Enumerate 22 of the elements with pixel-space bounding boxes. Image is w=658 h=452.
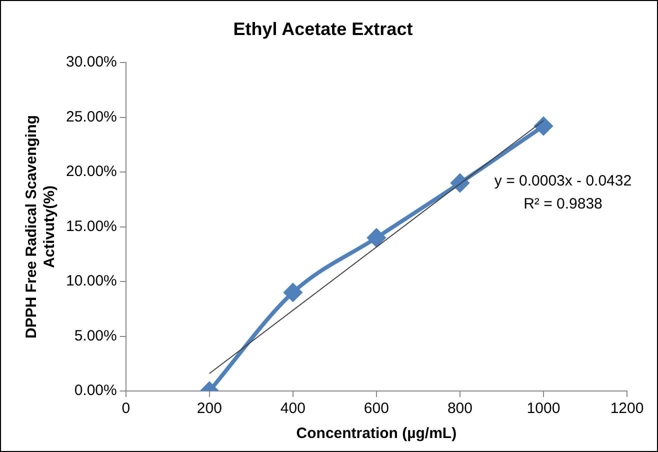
x-tick-label: 400: [280, 400, 306, 418]
annotation: R² = 0.9838: [524, 196, 602, 213]
y-tick-label: 0.00%: [74, 382, 117, 400]
y-axis-title: DPPH Free Radical Scavenging Activuty(%): [23, 115, 58, 339]
y-tick-label: 30.00%: [66, 54, 117, 71]
x-axis-title: Concentration (µg/mL): [296, 425, 457, 442]
point: [534, 117, 552, 136]
y-tick-label: 20.00%: [66, 163, 117, 180]
point: [284, 283, 302, 302]
x-tick-label: 600: [364, 400, 389, 418]
x-tick-label: 0: [122, 400, 130, 418]
chart-title: Ethyl Acetate Extract: [233, 18, 413, 39]
y-tick-label: 15.00%: [66, 218, 117, 235]
annotation: y = 0.0003x - 0.0432: [494, 172, 632, 190]
y-tick-label: 10.00%: [66, 272, 117, 290]
y-tick-label: 25.00%: [66, 108, 117, 126]
x-tick-label: 800: [447, 400, 472, 418]
x-tick-label: 1200: [610, 400, 644, 418]
x-tick-label: 200: [196, 400, 222, 418]
y-tick-label: 5.00%: [74, 327, 117, 344]
x-tick-label: 1000: [526, 400, 560, 418]
point: [367, 228, 386, 247]
